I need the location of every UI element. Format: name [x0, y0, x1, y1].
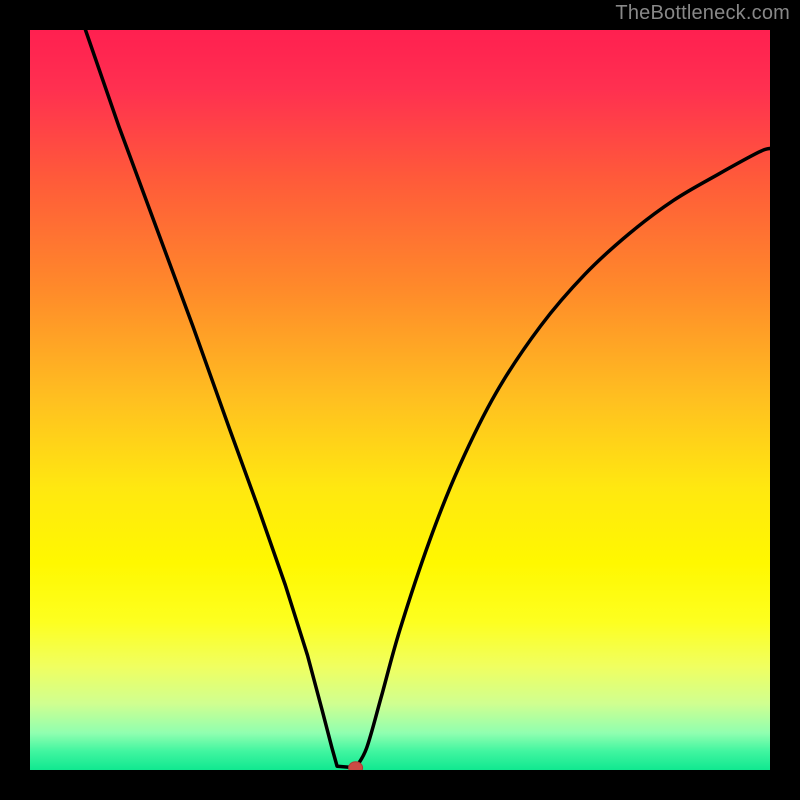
chart-background — [30, 30, 770, 770]
watermark-text: TheBottleneck.com — [615, 2, 790, 25]
optimal-point-marker — [349, 762, 363, 770]
chart-svg — [30, 30, 770, 770]
bottleneck-chart — [30, 30, 770, 770]
